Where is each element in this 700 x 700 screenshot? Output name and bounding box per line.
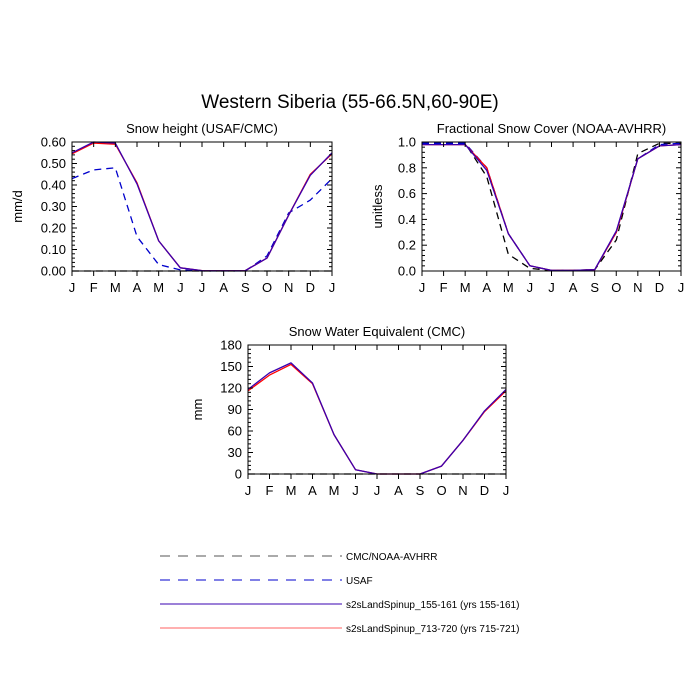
x-tick-label: M <box>286 483 297 498</box>
series-line-2 <box>248 363 506 475</box>
y-tick-label: 0.60 <box>41 135 66 150</box>
x-tick-label: M <box>329 483 340 498</box>
y-tick-label: 0.30 <box>41 199 66 214</box>
x-tick-label: A <box>569 280 578 295</box>
y-tick-label: 180 <box>220 338 242 353</box>
y-tick-label: 0.40 <box>41 178 66 193</box>
x-tick-label: J <box>199 280 206 295</box>
series-line-3 <box>248 362 506 475</box>
x-tick-label: A <box>219 280 228 295</box>
x-tick-label: J <box>548 280 555 295</box>
y-tick-label: 0.6 <box>398 186 416 201</box>
x-tick-label: O <box>611 280 621 295</box>
x-tick-label: J <box>177 280 184 295</box>
x-tick-label: A <box>394 483 403 498</box>
x-tick-label: N <box>284 280 293 295</box>
y-tick-label: 1.0 <box>398 135 416 150</box>
legend: CMC/NOAA-AVHRR USAF s2sLandSpinup_155-161 … <box>160 552 519 635</box>
y-tick-label: 30 <box>228 445 242 460</box>
y-tick-label: 90 <box>228 402 242 417</box>
series-line-4 <box>72 141 332 272</box>
y-tick-label: 0.50 <box>41 156 66 171</box>
x-tick-label: J <box>245 483 252 498</box>
y-axis-label: unitless <box>370 184 385 229</box>
x-tick-label: M <box>153 280 164 295</box>
x-tick-label: M <box>503 280 514 295</box>
x-tick-label: D <box>306 280 315 295</box>
x-tick-label: O <box>262 280 272 295</box>
plot-frame <box>421 141 682 272</box>
chart-title: Fractional Snow Cover (NOAA-AVHRR) <box>437 121 666 136</box>
legend-item: s2sLandSpinup_713-720 (yrs 715-721) <box>160 624 519 635</box>
chart-panel-3: Snow Water Equivalent (CMC) mm 0 30 60 90 120 1… <box>190 324 509 498</box>
x-tick-label: J <box>69 280 76 295</box>
series-line-2 <box>72 167 332 272</box>
x-tick-label: N <box>633 280 642 295</box>
x-tick-label: J <box>329 280 336 295</box>
x-tick-label: O <box>436 483 446 498</box>
x-tick-label: D <box>655 280 664 295</box>
y-tick-label: 0.00 <box>41 264 66 279</box>
x-tick-label: D <box>480 483 489 498</box>
y-axis-label: mm/d <box>10 190 25 223</box>
x-tick-label: J <box>374 483 381 498</box>
chart-panel-2: Fractional Snow Cover (NOAA-AVHRR) unitle… <box>370 121 684 295</box>
y-tick-label: 60 <box>228 424 242 439</box>
legend-item: CMC/NOAA-AVHRR <box>160 552 437 563</box>
y-tick-label: 150 <box>220 359 242 374</box>
x-tick-label: M <box>460 280 471 295</box>
x-tick-label: S <box>416 483 425 498</box>
legend-label: USAF <box>346 576 373 587</box>
x-tick-label: F <box>90 280 98 295</box>
x-tick-label: F <box>440 280 448 295</box>
x-tick-label: J <box>678 280 685 295</box>
x-tick-label: A <box>308 483 317 498</box>
y-tick-label: 0.2 <box>398 238 416 253</box>
x-tick-label: J <box>503 483 510 498</box>
x-tick-label: A <box>482 280 491 295</box>
chart-title: Snow Water Equivalent (CMC) <box>289 324 466 339</box>
y-tick-label: 0.20 <box>41 221 66 236</box>
y-tick-label: 0 <box>235 467 242 482</box>
x-tick-label: J <box>352 483 359 498</box>
y-tick-label: 120 <box>220 381 242 396</box>
x-tick-label: J <box>419 280 426 295</box>
legend-label: s2sLandSpinup_713-720 (yrs 715-721) <box>346 624 519 635</box>
legend-item: USAF <box>160 576 373 587</box>
x-tick-label: S <box>590 280 599 295</box>
series-line-1 <box>422 142 681 272</box>
x-tick-label: F <box>266 483 274 498</box>
x-tick-label: J <box>527 280 534 295</box>
y-tick-label: 0.10 <box>41 242 66 257</box>
chart-panels: Snow height (USAF/CMC)mm/d0.000.100.200.… <box>10 121 684 498</box>
series-lines <box>422 142 681 272</box>
x-tick-label: A <box>133 280 142 295</box>
x-tick-label: M <box>110 280 121 295</box>
legend-label: CMC/NOAA-AVHRR <box>346 552 437 563</box>
legend-item: s2sLandSpinup_155-161 (yrs 155-161) <box>160 600 519 611</box>
legend-label: s2sLandSpinup_155-161 (yrs 155-161) <box>346 600 519 611</box>
chart-panel-1: Snow height (USAF/CMC) mm/d 0.00 0.10 0.20 0.… <box>10 121 335 295</box>
series-lines <box>248 362 506 475</box>
y-axis-label: mm <box>190 399 205 421</box>
x-tick-label: S <box>241 280 250 295</box>
chart-title: Snow height (USAF/CMC) <box>126 121 278 136</box>
x-tick-label: N <box>458 483 467 498</box>
series-line-4 <box>422 143 681 272</box>
y-tick-label: 0.4 <box>398 212 416 227</box>
figure-title: Western Siberia (55-66.5N,60-90E) <box>201 92 498 113</box>
y-tick-label: 0.8 <box>398 160 416 175</box>
series-line-2 <box>422 142 681 272</box>
series-lines <box>72 141 332 272</box>
series-line-3 <box>422 143 681 272</box>
y-tick-label: 0.0 <box>398 264 416 279</box>
